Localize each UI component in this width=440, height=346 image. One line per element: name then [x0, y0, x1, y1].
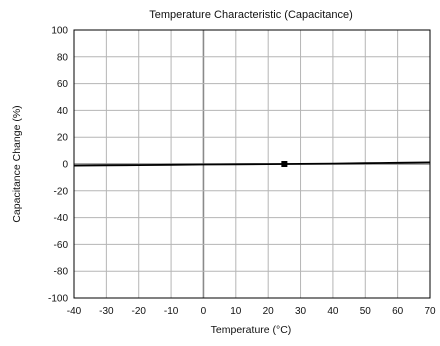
x-tick-label: 30	[295, 306, 307, 317]
x-tick-label: 20	[263, 306, 275, 317]
y-tick-label: -60	[54, 240, 69, 251]
y-tick-label: -20	[54, 186, 69, 197]
plot-frame	[73, 29, 431, 299]
y-tick-label: -80	[54, 267, 69, 278]
y-tick-label: 40	[57, 106, 69, 117]
y-tick-label: -100	[48, 294, 68, 305]
reference-point-marker	[281, 161, 288, 167]
x-tick-label: 40	[327, 306, 339, 317]
chart-title: Temperature Characteristic (Capacitance)	[149, 9, 353, 21]
x-tick-label: 10	[230, 306, 242, 317]
y-tick-label: 80	[57, 52, 69, 63]
x-tick-label: -30	[99, 306, 114, 317]
x-axis-title: Temperature (°C)	[211, 324, 292, 336]
tick-labels: -40 -30 -20 -10 0 10 20 30 40 50 60 70100806040200-…	[48, 26, 436, 318]
x-tick-label: 60	[392, 306, 404, 317]
grid	[74, 30, 430, 298]
y-tick-label: 20	[57, 133, 69, 144]
y-axis-title: Capacitance Change (%)	[11, 105, 23, 222]
series-layer	[73, 161, 431, 167]
x-tick-label: 0	[201, 306, 207, 317]
x-tick-label: -10	[164, 306, 179, 317]
x-tick-label: 50	[360, 306, 372, 317]
x-tick-label: -20	[132, 306, 147, 317]
y-tick-label: 0	[62, 160, 68, 171]
y-tick-label: 60	[57, 79, 69, 90]
y-tick-label: 100	[51, 26, 68, 37]
series-line	[73, 161, 431, 167]
x-tick-label: 70	[424, 306, 436, 317]
x-tick-label: -40	[67, 306, 82, 317]
y-tick-label: -40	[54, 213, 69, 224]
